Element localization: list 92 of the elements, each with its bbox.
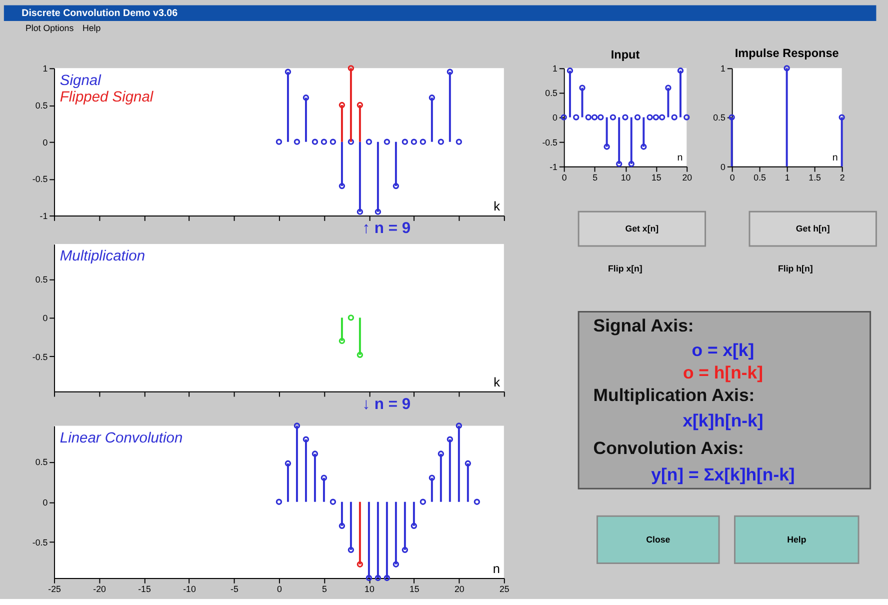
point bbox=[456, 138, 462, 145]
point bbox=[348, 138, 354, 145]
y-tick-label: 1 bbox=[552, 64, 558, 74]
x-tick-label: 5 bbox=[592, 172, 598, 183]
text: Get x[n] bbox=[625, 224, 659, 234]
y-tick-label: 0 bbox=[42, 313, 48, 324]
y-tick-label: -1 bbox=[550, 162, 558, 172]
x-axis-title: n bbox=[832, 152, 838, 164]
x-tick-label: 5 bbox=[322, 584, 327, 594]
point bbox=[438, 138, 444, 145]
point bbox=[276, 498, 282, 505]
text: Signal bbox=[60, 72, 102, 89]
y-tick-label: 0 bbox=[42, 497, 48, 508]
x-tick-label: -10 bbox=[183, 584, 196, 594]
x-tick-label: 0 bbox=[277, 584, 282, 594]
x-tick-label: 25 bbox=[499, 584, 510, 594]
text: Convolution Axis: bbox=[593, 438, 744, 458]
y-tick-label: 1 bbox=[42, 64, 48, 74]
point bbox=[276, 138, 282, 145]
x-tick-label: 2 bbox=[840, 172, 845, 183]
x-axis-title: k bbox=[494, 198, 501, 214]
text: Discrete Convolution Demo v3.06 bbox=[22, 8, 178, 20]
point bbox=[652, 114, 660, 120]
y-tick-label: 0.5 bbox=[35, 100, 48, 110]
x-tick-label: 10 bbox=[364, 584, 374, 594]
y-tick-label: -1 bbox=[40, 210, 48, 221]
x-tick-label: 20 bbox=[682, 172, 692, 183]
text: Signal Axis: bbox=[593, 315, 694, 336]
x-axis-title: n bbox=[492, 561, 500, 576]
point bbox=[320, 138, 328, 145]
y-tick-label: 1 bbox=[720, 64, 726, 74]
point bbox=[410, 138, 418, 145]
x-tick-label: 20 bbox=[454, 584, 464, 594]
point bbox=[420, 138, 426, 145]
y-tick-label: 0 bbox=[552, 112, 558, 123]
text: o = x[k] bbox=[692, 340, 754, 360]
text: Flip h[n] bbox=[778, 264, 813, 274]
chart-title: Impulse Response bbox=[734, 46, 840, 60]
text: Close bbox=[646, 534, 670, 545]
y-tick-label: 0.5 bbox=[545, 88, 558, 98]
x-tick-label: 0 bbox=[562, 172, 567, 183]
text: x[k]h[n-k] bbox=[682, 410, 764, 431]
point bbox=[384, 138, 390, 145]
point bbox=[312, 138, 318, 145]
y-tick-label: -0.5 bbox=[32, 352, 48, 362]
x-tick-label: 1.5 bbox=[808, 172, 822, 183]
y-tick-label: -0.5 bbox=[32, 174, 48, 184]
x-tick-label: 1 bbox=[784, 172, 790, 183]
text: ↑ n = 9 bbox=[362, 220, 411, 238]
x-tick-label: 0 bbox=[730, 172, 735, 183]
text: Plot Options bbox=[26, 22, 74, 33]
point bbox=[634, 114, 641, 120]
x-tick-label: 15 bbox=[410, 584, 420, 594]
text: Multiplication Axis: bbox=[593, 385, 755, 406]
text: Help bbox=[787, 534, 807, 545]
x-tick-label: 10 bbox=[620, 172, 631, 183]
y-tick-label: -0.5 bbox=[32, 537, 48, 548]
y-tick-label: 0 bbox=[720, 162, 726, 172]
point bbox=[474, 498, 480, 505]
y-tick-label: 0.5 bbox=[35, 457, 48, 468]
x-tick-label: -25 bbox=[48, 584, 61, 594]
chart-title: Linear Convolution bbox=[60, 430, 183, 446]
y-tick-label: -0.5 bbox=[542, 137, 558, 148]
text: Help bbox=[82, 22, 101, 33]
chart-title: Input bbox=[610, 48, 640, 62]
text: y[n] = Σx[k]h[n-k] bbox=[651, 464, 795, 485]
x-tick-label: -15 bbox=[138, 584, 151, 594]
x-tick-label: 15 bbox=[652, 172, 662, 183]
x-tick-label: 0.5 bbox=[754, 172, 766, 183]
point bbox=[330, 498, 336, 505]
y-tick-label: 0 bbox=[42, 137, 48, 148]
point bbox=[330, 138, 336, 145]
x-axis-title: n bbox=[677, 152, 683, 164]
x-tick-label: -5 bbox=[230, 584, 238, 594]
point bbox=[591, 114, 598, 120]
point bbox=[366, 138, 372, 145]
y-tick-label: 0.5 bbox=[35, 274, 48, 284]
point bbox=[420, 498, 426, 505]
text: ↓ n = 9 bbox=[362, 396, 411, 414]
chart-title: Multiplication bbox=[60, 248, 146, 265]
point bbox=[402, 138, 408, 145]
text: Flipped Signal bbox=[60, 90, 154, 106]
point bbox=[610, 114, 616, 120]
text: o = h[n-k] bbox=[682, 362, 763, 383]
point bbox=[294, 138, 300, 145]
x-axis-title: k bbox=[494, 374, 501, 390]
point bbox=[348, 314, 354, 321]
text: Get h[n] bbox=[796, 224, 830, 234]
y-tick-label: 0.5 bbox=[713, 112, 726, 123]
x-tick-label: -20 bbox=[93, 584, 106, 594]
point bbox=[658, 114, 666, 120]
text: Flip x[n] bbox=[608, 264, 642, 274]
